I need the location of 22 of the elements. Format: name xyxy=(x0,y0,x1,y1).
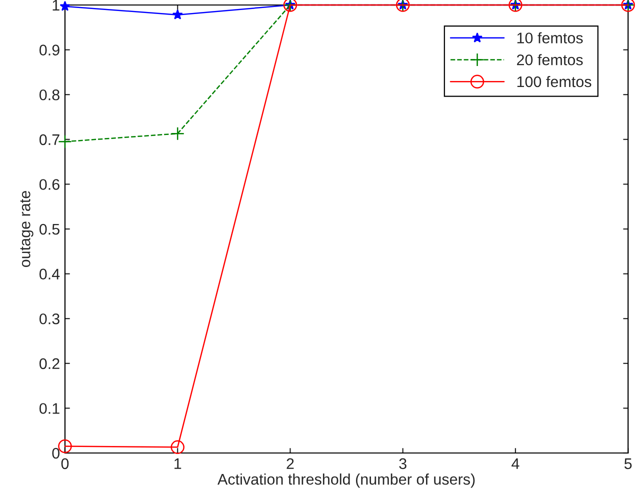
y-tick-label: 0.1 xyxy=(39,403,60,414)
y-axis-title: outage rate xyxy=(20,191,34,268)
y-tick-label: 0 xyxy=(52,448,60,459)
y-tick-label: 0.8 xyxy=(39,89,60,100)
y-tick-label: 0.2 xyxy=(39,358,60,370)
y-tick-label: 0.9 xyxy=(39,44,60,56)
x-tick-label: 5 xyxy=(624,458,632,470)
y-tick-label: 0.6 xyxy=(39,179,60,190)
y-tick-label: 1 xyxy=(52,0,60,11)
legend-label: 20 femtos xyxy=(517,54,583,66)
legend-label: 10 femtos xyxy=(517,32,583,44)
x-tick-label: 0 xyxy=(61,458,69,470)
y-tick-label: 0.7 xyxy=(39,134,60,146)
x-tick-label: 4 xyxy=(512,458,520,469)
legend-label: 100 femtos xyxy=(517,76,592,88)
y-tick-label: 0.4 xyxy=(39,268,60,280)
y-tick-label: 0.3 xyxy=(39,313,60,324)
y-tick-label: 0.5 xyxy=(39,224,60,235)
x-tick-label: 1 xyxy=(174,458,182,469)
x-axis-title: Activation threshold (number of users) xyxy=(218,473,475,488)
x-tick-label: 2 xyxy=(286,458,294,469)
x-tick-label: 3 xyxy=(399,458,406,470)
